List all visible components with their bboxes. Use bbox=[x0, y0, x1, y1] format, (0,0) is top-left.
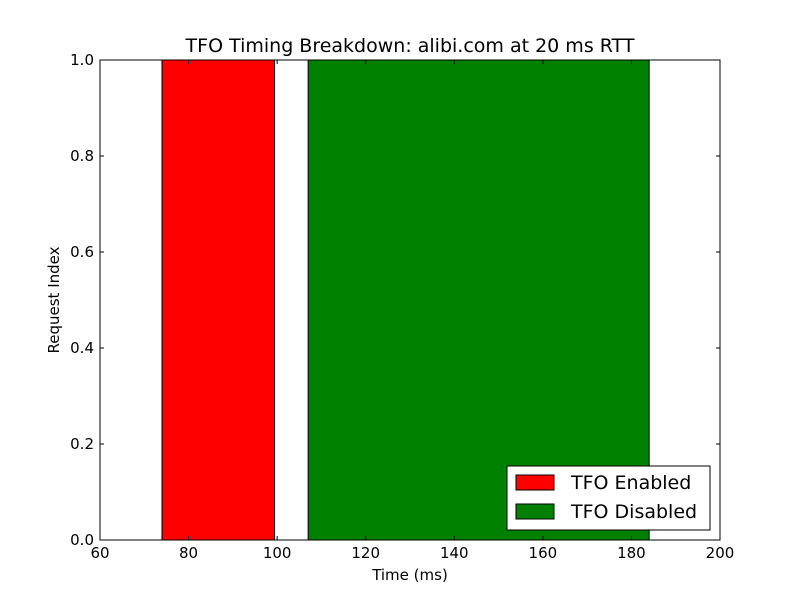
x-tick-label: 140 bbox=[440, 544, 469, 562]
x-tick-label: 60 bbox=[90, 544, 109, 562]
plot-frame bbox=[99, 59, 721, 541]
legend-label-tfo-disabled: TFO Disabled bbox=[570, 501, 697, 523]
chart-title: TFO Timing Breakdown: alibi.com at 20 ms… bbox=[185, 35, 635, 57]
y-tick-label: 1.0 bbox=[70, 51, 94, 69]
bar-tfo-disabled bbox=[307, 59, 650, 541]
x-axis-label: Time (ms) bbox=[371, 566, 448, 584]
y-axis-label: Request Index bbox=[45, 246, 63, 353]
legend: TFO Enabled TFO Disabled bbox=[506, 465, 711, 531]
ticks-layer: 60 80 100 120 140 160 180 200 0.0 0.2 0.4 0.6 0.8 1.0 bbox=[70, 51, 734, 562]
legend-swatch-tfo-enabled bbox=[515, 474, 555, 491]
y-tick-label: 0.6 bbox=[70, 243, 94, 261]
legend-label-tfo-enabled: TFO Enabled bbox=[570, 472, 691, 494]
y-tick-label: 0.4 bbox=[70, 339, 94, 357]
y-tick-label: 0.0 bbox=[70, 531, 94, 549]
x-tick-label: 200 bbox=[706, 544, 735, 562]
bars-layer bbox=[161, 59, 650, 541]
y-tick-label: 0.2 bbox=[70, 435, 94, 453]
x-tick-label: 160 bbox=[529, 544, 558, 562]
legend-swatch-tfo-disabled bbox=[515, 503, 555, 520]
x-tick-label: 80 bbox=[179, 544, 198, 562]
bar-tfo-enabled bbox=[161, 59, 275, 541]
y-tick-label: 0.8 bbox=[70, 147, 94, 165]
x-tick-label: 100 bbox=[263, 544, 292, 562]
x-tick-label: 120 bbox=[351, 544, 380, 562]
x-tick-label: 180 bbox=[617, 544, 646, 562]
